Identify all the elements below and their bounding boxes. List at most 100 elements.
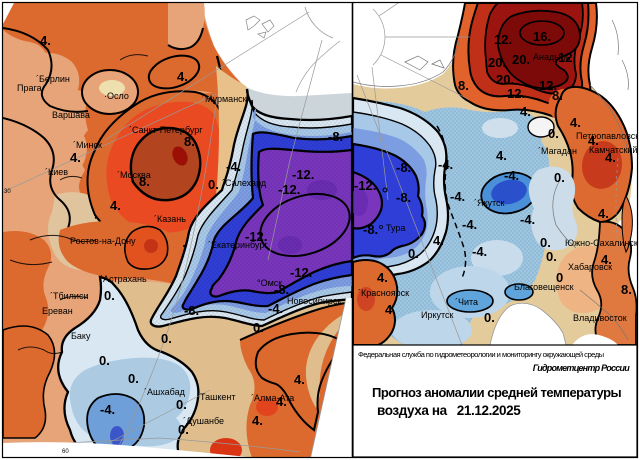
svg-text:0.: 0. [99, 353, 110, 368]
svg-text:20.: 20. [512, 52, 530, 67]
svg-text:Ростов-на-Дону: Ростов-на-Дону [70, 236, 136, 246]
svg-text:-4.: -4. [450, 189, 465, 204]
svg-text:12.: 12. [539, 78, 557, 93]
svg-text:-4.: -4. [438, 157, 453, 172]
svg-text:´Тбилиси: ´Тбилиси [50, 291, 88, 301]
svg-text:´Якутск: ´Якутск [474, 198, 505, 208]
svg-text:´Магадан: ´Магадан [538, 146, 577, 156]
svg-text:Гидрометцентр России: Гидрометцентр России [533, 363, 630, 373]
svg-text:12.: 12. [507, 86, 525, 101]
svg-text:´Санкт-Петербург: ´Санкт-Петербург [129, 125, 203, 135]
svg-text:8.: 8. [458, 78, 469, 93]
svg-text:Владивосток: Владивосток [573, 313, 627, 323]
svg-text:0.: 0. [546, 249, 557, 264]
svg-text:´Салехард: ´Салехард [222, 178, 267, 188]
svg-text:-12.: -12. [278, 182, 300, 197]
svg-text:-4.: -4. [472, 244, 487, 259]
svg-text:20.: 20. [488, 55, 506, 70]
svg-text:4.: 4. [433, 233, 444, 248]
svg-text:Прага: Прага [17, 83, 42, 93]
svg-text:´Киев: ´Киев [45, 167, 68, 177]
svg-text:0.: 0. [548, 126, 559, 141]
svg-text:´Душанбе: ´Душанбе [183, 416, 224, 426]
svg-text:Анадырь: Анадырь [533, 52, 571, 62]
svg-text:-4.: -4. [462, 217, 477, 232]
svg-text:-4.: -4. [520, 212, 535, 227]
svg-text:4.: 4. [601, 252, 612, 267]
svg-text:-4.: -4. [268, 301, 283, 316]
svg-text:16.: 16. [533, 29, 551, 44]
svg-text:4.: 4. [70, 150, 81, 165]
svg-text:0.: 0. [128, 371, 139, 386]
svg-text:0.: 0. [208, 177, 219, 192]
svg-text:´Екатеринбург: ´Екатеринбург [208, 240, 268, 250]
svg-text:0.: 0. [178, 422, 189, 437]
svg-text:8.: 8. [552, 88, 563, 103]
svg-text:-8.: -8. [184, 303, 199, 318]
svg-text:´Мурманск: ´Мурманск [202, 94, 247, 104]
svg-text:´Минск: ´Минск [73, 140, 102, 150]
svg-text:4.: 4. [377, 270, 388, 285]
svg-text:4.: 4. [385, 302, 396, 317]
svg-text:-4.: -4. [504, 168, 519, 183]
svg-text:0.: 0. [104, 288, 115, 303]
svg-text:´Алма-Ата: ´Алма-Ата [251, 393, 294, 403]
svg-text:-12.: -12. [292, 167, 314, 182]
svg-text:0.: 0. [540, 235, 551, 250]
svg-text:Новосибирск: Новосибирск [287, 296, 341, 306]
svg-text:-8.: -8. [396, 190, 411, 205]
svg-text:Прогноз аномалии средней темпе: Прогноз аномалии средней температуры [372, 385, 622, 400]
svg-text:8.: 8. [621, 282, 632, 297]
svg-text:-8.: -8. [274, 282, 289, 297]
svg-text:´Баку: ´Баку [68, 331, 91, 341]
svg-text:0.: 0. [554, 170, 565, 185]
svg-text:4.: 4. [598, 206, 609, 221]
svg-text:4.: 4. [520, 104, 531, 119]
svg-text:´Берлин: ´Берлин [36, 74, 70, 84]
svg-text:Ташкент: Ташкент [200, 392, 235, 402]
svg-text:Иркутск: Иркутск [421, 310, 454, 320]
svg-text:4.: 4. [177, 69, 188, 84]
svg-text:´Красноярск: ´Красноярск [358, 288, 409, 298]
svg-text:´Чита: ´Чита [455, 297, 478, 307]
svg-text:Благовещенск: Благовещенск [514, 282, 574, 292]
svg-text:4.: 4. [276, 394, 287, 409]
svg-text:´Ашхабад: ´Ашхабад [144, 387, 186, 397]
svg-text:4.: 4. [605, 150, 616, 165]
svg-text:-8.: -8. [396, 160, 411, 175]
svg-text:12.: 12. [494, 32, 512, 47]
svg-text:4.: 4. [570, 115, 581, 130]
svg-text:8.: 8. [139, 174, 150, 189]
svg-text:-12.: -12. [290, 265, 312, 280]
svg-text:4.: 4. [40, 33, 51, 48]
svg-text:8.: 8. [184, 134, 195, 149]
svg-text:30: 30 [4, 189, 11, 195]
svg-text:4.: 4. [294, 372, 305, 387]
svg-text:-12.: -12. [354, 178, 376, 193]
svg-text:0: 0 [556, 270, 563, 285]
svg-text:20.: 20. [496, 72, 514, 87]
svg-text:Петропавловск: Петропавловск [576, 131, 639, 141]
svg-text:4.: 4. [252, 413, 263, 428]
svg-text:·Осло: ·Осло [104, 91, 129, 101]
svg-text:0.: 0. [161, 331, 172, 346]
svg-text:°Омск: °Омск [257, 278, 282, 288]
svg-text:´Казань: ´Казань [154, 214, 186, 224]
svg-text:0.: 0. [176, 397, 187, 412]
svg-text:0.: 0. [408, 246, 419, 261]
svg-text:Варшава: Варшава [52, 110, 90, 120]
svg-text:-8.: -8. [328, 129, 343, 144]
svg-text:-4.: -4. [100, 402, 115, 417]
svg-text:0.: 0. [484, 310, 495, 325]
svg-text:12.: 12. [558, 50, 576, 65]
svg-text:-4.: -4. [226, 159, 241, 174]
svg-text:60: 60 [62, 449, 69, 455]
svg-text:4.: 4. [588, 133, 599, 148]
svg-text:-8.: -8. [363, 222, 378, 237]
svg-text:Тура: Тура [386, 223, 405, 233]
svg-text:Камчатский: Камчатский [589, 145, 637, 155]
svg-text:4.: 4. [496, 148, 507, 163]
svg-text:Федеральная служба по гидромет: Федеральная служба по гидрометеорологии … [358, 350, 604, 359]
svg-text:Южно-Сахалинск: Южно-Сахалинск [565, 238, 638, 248]
svg-text:воздуха на 21.12.2025: воздуха на 21.12.2025 [377, 403, 521, 418]
